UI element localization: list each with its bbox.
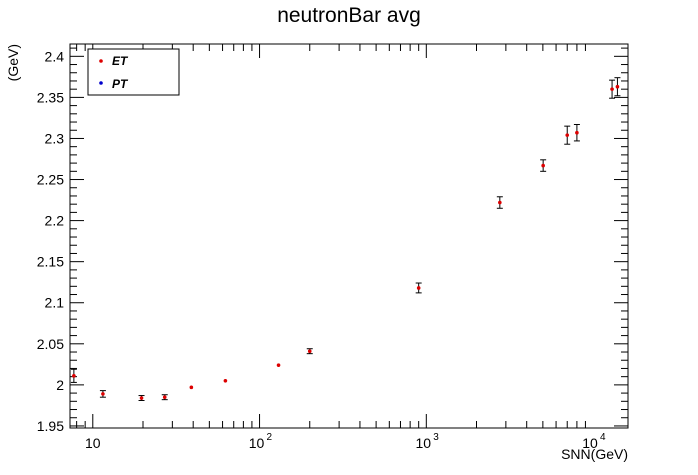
data-marker — [307, 349, 312, 354]
data-marker — [276, 363, 281, 367]
x-tick-label-exponent: 4 — [600, 432, 606, 443]
data-marker — [416, 286, 421, 290]
data-point — [70, 368, 77, 383]
y-tick-label: 2.35 — [37, 89, 64, 105]
data-marker — [498, 200, 502, 205]
y-axis: 1.95 2 2.05 2.1 2.15 2.2 2.25 2.3 2.35 2.4 — [37, 47, 628, 434]
data-point — [614, 77, 621, 97]
legend: ET PT — [87, 48, 180, 96]
data-point — [609, 79, 616, 99]
x-axis-title: SNN(GeV) — [561, 446, 628, 462]
x-tick-label: 10 — [85, 435, 101, 451]
data-point — [564, 125, 571, 145]
data-marker — [139, 396, 144, 400]
data-marker — [223, 378, 228, 383]
data-point — [306, 348, 313, 355]
y-tick-label: 1.95 — [37, 418, 64, 434]
y-tick-label: 2.05 — [37, 336, 64, 352]
y-tick-label: 2.15 — [37, 254, 64, 270]
y-tick-label: 2.2 — [45, 213, 65, 229]
data-point — [540, 159, 547, 172]
legend-label-et: ET — [112, 54, 129, 68]
x-tick-label-exponent: 2 — [267, 432, 273, 443]
x-axis: 10 10 2 10 3 10 4 — [76, 44, 606, 451]
data-point — [573, 123, 580, 142]
y-tick-label: 2.25 — [37, 172, 64, 188]
y-tick-label: 2.1 — [45, 295, 65, 311]
data-point — [415, 282, 422, 294]
x-tick-label: 10 2 — [249, 432, 273, 451]
x-tick-label-base: 10 — [249, 435, 265, 451]
data-point — [276, 363, 281, 367]
y-axis-title: (GeV) — [5, 44, 21, 81]
legend-marker-pt — [99, 81, 103, 85]
x-tick-label-exponent: 3 — [433, 432, 439, 443]
data-marker — [101, 392, 105, 396]
x-tick-label-base: 10 — [85, 435, 101, 451]
data-marker — [565, 133, 570, 137]
data-point — [99, 390, 106, 398]
x-tick-label: 10 3 — [416, 432, 440, 451]
data-point — [223, 378, 228, 383]
data-point — [161, 394, 168, 401]
y-tick-label: 2.4 — [45, 48, 65, 64]
legend-label-pt: PT — [112, 77, 129, 91]
plot-frame — [69, 43, 629, 429]
data-marker — [610, 87, 614, 91]
data-point — [138, 395, 145, 401]
x-tick-label-base: 10 — [416, 435, 432, 451]
data-marker — [162, 395, 167, 399]
data-marker — [189, 385, 194, 390]
x-tick-label-base: 10 — [582, 435, 598, 451]
data-series-et — [70, 77, 621, 401]
data-marker — [72, 374, 76, 378]
x-tick-label: 10 4 — [582, 432, 606, 451]
data-marker — [615, 84, 620, 89]
data-point — [189, 385, 194, 390]
data-point — [496, 196, 503, 209]
y-tick-label: 2.3 — [45, 130, 65, 146]
data-marker — [575, 130, 579, 135]
y-tick-label: 2 — [56, 377, 64, 393]
legend-marker-et — [99, 59, 103, 63]
legend-box — [87, 48, 180, 96]
data-marker — [541, 163, 545, 168]
chart-title: neutronBar avg — [277, 4, 421, 27]
